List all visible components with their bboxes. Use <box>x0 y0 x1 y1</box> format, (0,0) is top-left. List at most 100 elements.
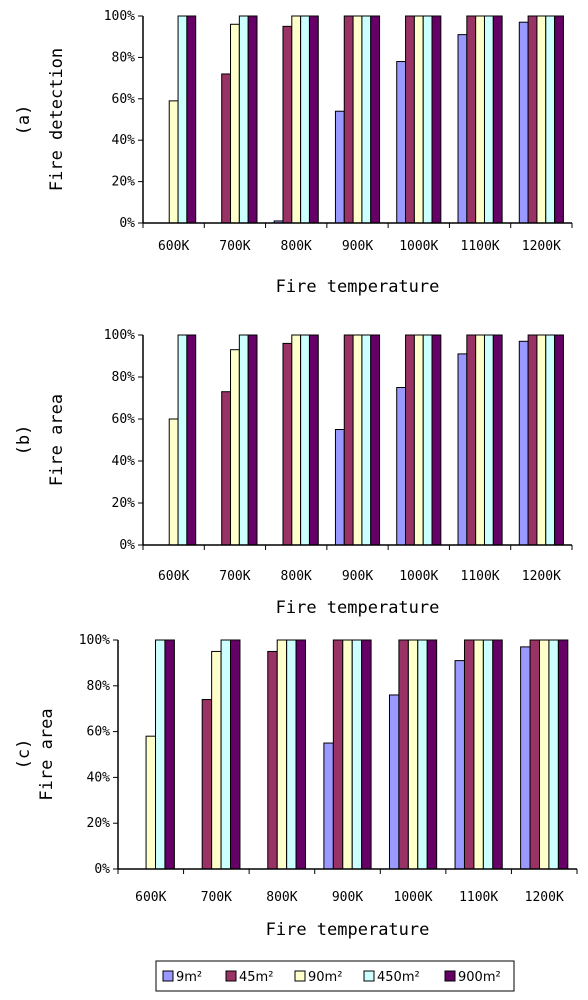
bar <box>282 25 293 224</box>
legend-label: 45m² <box>239 970 273 985</box>
x-tick-label: 900K <box>332 890 363 905</box>
bar <box>230 349 240 546</box>
bar <box>352 15 363 224</box>
bar <box>201 699 213 870</box>
bar <box>548 639 559 870</box>
bar <box>168 100 179 224</box>
y-tick-label: 20% <box>112 175 136 190</box>
bar <box>300 15 310 224</box>
x-tick-label: 900K <box>342 569 373 584</box>
bar <box>308 15 319 224</box>
bar <box>407 639 419 870</box>
bar <box>323 742 334 870</box>
legend-item: 90m² <box>294 970 342 985</box>
panel-label: (b) <box>14 425 34 456</box>
bar <box>334 429 345 546</box>
bar <box>220 639 232 870</box>
chart-panel-2: 0% 20% 40% 60% 80% 100% 600K 700K 800K 900K 1000K 1… <box>14 328 573 618</box>
x-tick-label: 1200K <box>522 569 561 584</box>
bar <box>413 15 424 224</box>
bar <box>238 334 249 546</box>
bar <box>388 694 400 870</box>
bar <box>291 15 302 224</box>
bar <box>492 639 503 870</box>
y-tick-label: 80% <box>87 679 111 694</box>
panel-label: (c) <box>14 739 34 770</box>
y-tick-label: 100% <box>79 633 110 648</box>
bar <box>291 334 302 546</box>
y-tick-label: 0% <box>119 216 135 231</box>
y-tick-label: 60% <box>112 412 136 427</box>
bar <box>247 334 258 546</box>
x-tick-label: 700K <box>219 239 250 254</box>
legend-swatch <box>444 970 456 982</box>
bar <box>267 650 278 870</box>
x-tick-label: 1000K <box>399 569 438 584</box>
y-tick-label: 80% <box>112 50 136 65</box>
bar <box>276 639 288 870</box>
bar <box>247 15 258 224</box>
bar <box>343 15 354 224</box>
y-tick-label: 60% <box>112 92 136 107</box>
bar <box>431 334 442 546</box>
bar <box>492 334 503 546</box>
bar <box>557 639 569 870</box>
legend-item: 45m² <box>225 970 273 985</box>
x-axis-title: Fire temperature <box>266 920 430 940</box>
x-tick-label: 1000K <box>394 890 433 905</box>
bar <box>405 15 415 224</box>
x-tick-label: 800K <box>281 569 312 584</box>
bar <box>230 639 241 870</box>
x-tick-label: 1100K <box>459 890 498 905</box>
bar <box>466 334 477 546</box>
bar <box>286 639 297 870</box>
bar <box>342 639 353 870</box>
x-tick-label: 700K <box>219 569 250 584</box>
bar <box>417 639 428 870</box>
y-tick-label: 20% <box>112 496 136 511</box>
bar <box>422 334 433 546</box>
x-tick-label: 600K <box>158 569 189 584</box>
bar <box>518 340 529 546</box>
x-tick-label: 900K <box>342 239 373 254</box>
x-axis-title: Fire temperature <box>276 277 440 297</box>
legend-label: 90m² <box>308 970 342 985</box>
bar <box>431 15 442 224</box>
bar <box>145 735 156 870</box>
y-tick-label: 40% <box>112 454 136 469</box>
bar <box>527 15 538 224</box>
y-tick-label: 40% <box>112 133 136 148</box>
bar <box>398 639 409 870</box>
y-axis-title: Fire area <box>37 708 57 800</box>
bar <box>518 21 529 224</box>
bar <box>300 334 310 546</box>
bar <box>520 646 531 870</box>
bar <box>361 15 372 224</box>
bar <box>295 639 307 870</box>
bar <box>473 639 484 870</box>
bar <box>155 639 166 870</box>
bar <box>230 23 240 224</box>
y-axis-title: Fire area <box>47 394 67 486</box>
legend: 9m² 45m² 90m² 450m² 900m² <box>155 960 515 992</box>
legend-item: 450m² <box>363 970 420 985</box>
y-tick-label: 100% <box>104 328 135 343</box>
bar <box>211 650 222 870</box>
bar <box>186 334 197 546</box>
x-tick-label: 700K <box>201 890 232 905</box>
bar <box>454 660 465 870</box>
y-tick-label: 40% <box>87 770 111 785</box>
legend-item: 9m² <box>162 970 202 985</box>
bar <box>475 334 485 546</box>
bar <box>483 15 494 224</box>
bar <box>538 639 550 870</box>
x-tick-label: 1200K <box>522 239 561 254</box>
y-tick-label: 60% <box>87 725 111 740</box>
bar <box>370 15 381 224</box>
bar <box>396 61 407 224</box>
bar <box>238 15 249 224</box>
chart-panel-1: 0% 20% 40% 60% 80% 100% 600K 700K 800K 900K 1000K 1… <box>14 9 573 297</box>
bar <box>466 15 477 224</box>
bar <box>186 15 197 224</box>
bar <box>370 334 381 546</box>
